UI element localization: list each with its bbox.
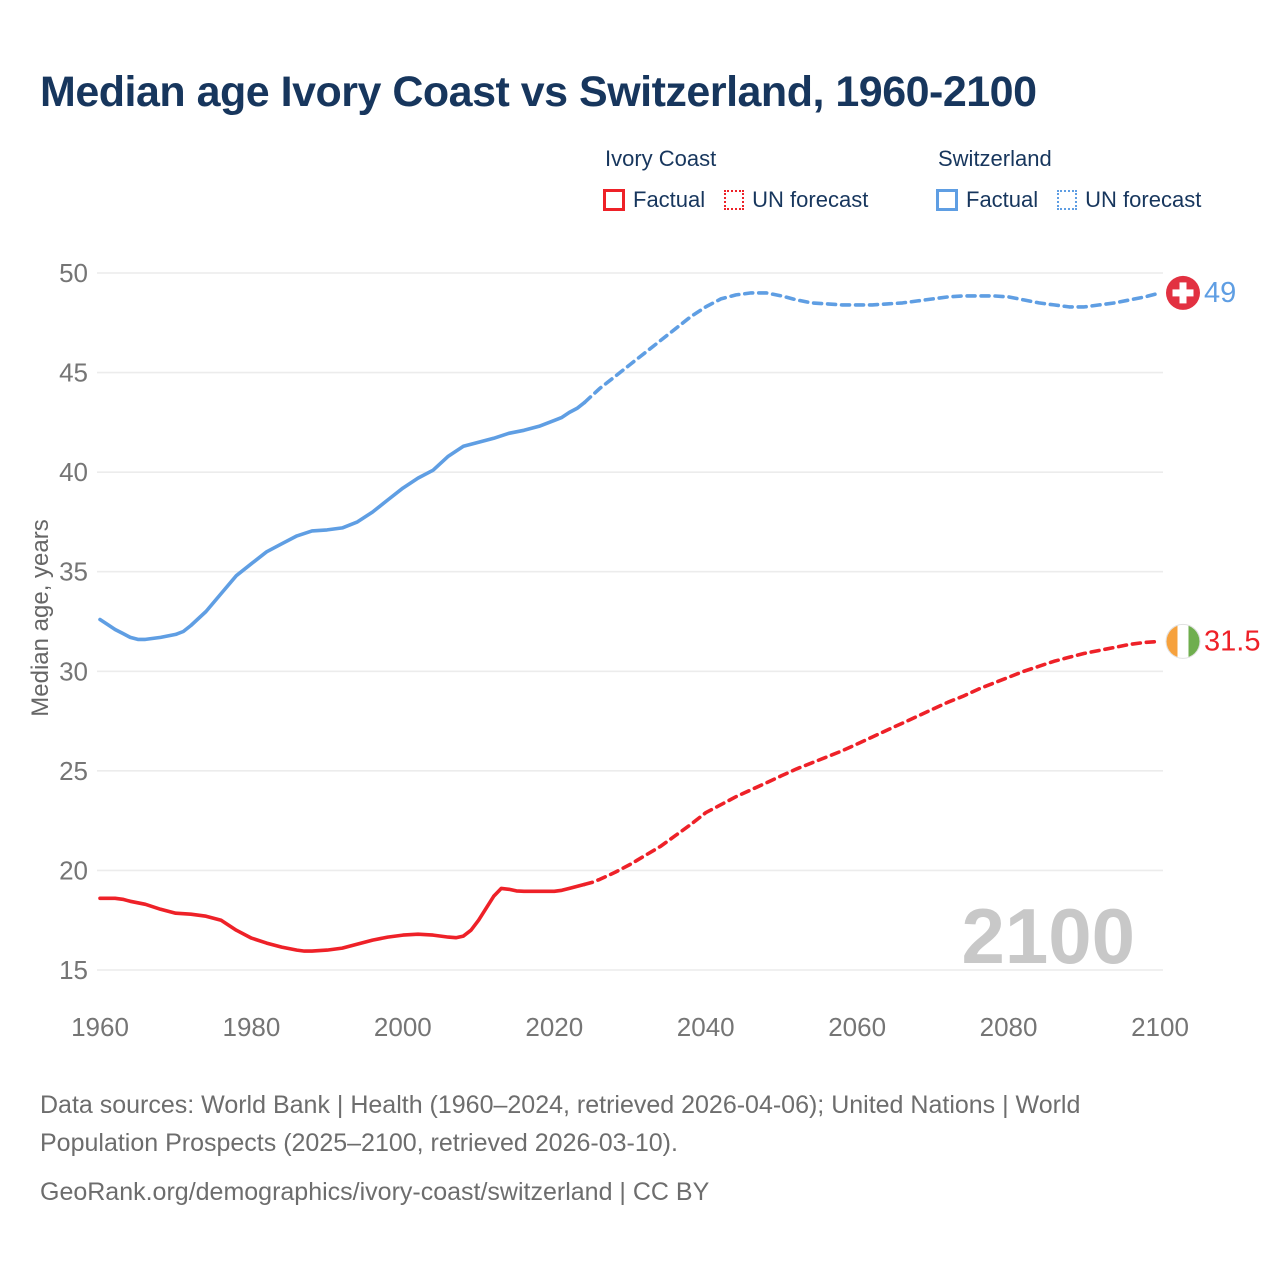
x-tick-label: 2060 xyxy=(828,1012,886,1042)
series-line-factual xyxy=(98,882,587,953)
y-tick-label: 30 xyxy=(59,656,88,686)
flag-part xyxy=(1188,624,1200,658)
x-tick-label: 1960 xyxy=(71,1012,129,1042)
attribution-link[interactable]: GeoRank.org/demographics/ivory-coast/swi… xyxy=(40,1178,710,1206)
series-line-forecast xyxy=(582,291,1162,405)
x-tick-label: 2000 xyxy=(374,1012,432,1042)
end-value-ivory-coast: 31.5 xyxy=(1204,625,1260,657)
data-sources-text: Data sources: World Bank | Health (1960–… xyxy=(40,1091,1081,1157)
x-tick-label: 2040 xyxy=(677,1012,735,1042)
legend-row-ivory-coast: Factual UN forecast xyxy=(603,187,868,213)
y-tick-label: 20 xyxy=(59,855,88,885)
y-tick-label: 35 xyxy=(59,557,88,587)
y-axis-title: Median age, years xyxy=(27,519,54,716)
x-tick-label: 2100 xyxy=(1131,1012,1189,1042)
footer: Data sources: World Bank | Health (1960–… xyxy=(40,1086,1150,1211)
switzerland-flag-icon xyxy=(1166,275,1200,310)
y-tick-label: 40 xyxy=(59,457,88,487)
legend-item-switzerland-factual[interactable]: Factual xyxy=(936,187,1038,213)
y-tick-label: 50 xyxy=(59,258,88,288)
watermark-year: 2100 xyxy=(961,892,1135,980)
solid-line-swatch-icon xyxy=(936,189,958,211)
x-tick-label: 2080 xyxy=(980,1012,1038,1042)
legend-item-ivory-coast-forecast[interactable]: UN forecast xyxy=(724,187,868,213)
y-tick-label: 25 xyxy=(59,756,88,786)
dotted-line-swatch-icon xyxy=(1057,190,1078,210)
x-tick-label: 2020 xyxy=(525,1012,583,1042)
chart-title: Median age Ivory Coast vs Switzerland, 1… xyxy=(40,68,1037,116)
y-tick-label: 45 xyxy=(59,358,88,388)
legend-group-ivory-coast: Ivory Coast xyxy=(605,146,717,171)
legend-row-switzerland: Factual UN forecast xyxy=(936,187,1201,213)
flag-part xyxy=(1166,624,1178,658)
x-tick-label: 1980 xyxy=(223,1012,281,1042)
solid-line-swatch-icon xyxy=(603,189,625,211)
ivory-coast-flag-icon xyxy=(1165,623,1201,659)
series-line-forecast xyxy=(582,639,1162,887)
legend-item-switzerland-forecast[interactable]: UN forecast xyxy=(1057,187,1201,213)
series-line-factual xyxy=(98,400,587,642)
legend-item-ivory-coast-factual[interactable]: Factual xyxy=(603,187,705,213)
legend-group-switzerland: Switzerland xyxy=(938,146,1052,171)
flag-part xyxy=(1179,282,1187,304)
end-value-switzerland: 49 xyxy=(1204,277,1236,309)
legend-item-label: UN forecast xyxy=(1085,187,1202,212)
legend-item-label: UN forecast xyxy=(752,187,869,212)
y-tick-label: 15 xyxy=(59,955,88,985)
dotted-line-swatch-icon xyxy=(724,190,745,210)
legend-item-label: Factual xyxy=(966,187,1039,212)
legend-item-label: Factual xyxy=(633,187,706,212)
